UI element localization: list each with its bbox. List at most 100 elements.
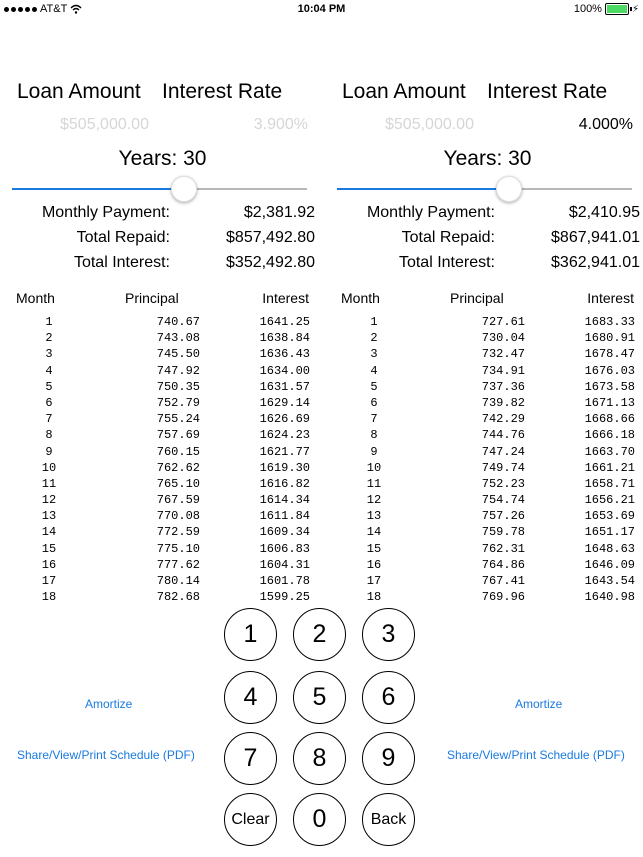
row-month: 18 (366, 590, 382, 600)
row-month: 3 (370, 347, 378, 362)
key-5-button[interactable]: 5 (293, 671, 346, 724)
table-row: 2 743.08 1638.84 (10, 330, 315, 346)
row-principal: 747.24 (481, 444, 525, 459)
table-row: 18 769.96 1640.98 (335, 589, 640, 600)
row-principal: 780.14 (156, 574, 200, 588)
left-years-slider[interactable] (12, 176, 307, 202)
table-row: 6 752.79 1629.14 (10, 395, 315, 411)
table-row: 5 750.35 1631.57 (10, 379, 315, 395)
right-years-label: Years: 30 (443, 147, 532, 170)
row-principal: 769.96 (481, 590, 525, 600)
row-interest: 1629.14 (259, 395, 310, 410)
row-month: 18 (41, 590, 57, 600)
row-principal: 772.59 (156, 525, 200, 540)
table-row: 7 742.29 1668.66 (335, 411, 640, 427)
table-row: 17 780.14 1601.78 (10, 573, 315, 589)
row-principal: 775.10 (156, 541, 200, 556)
right-years-slider[interactable] (337, 176, 632, 202)
back-button[interactable]: Back (362, 793, 415, 846)
table-row: 7 755.24 1626.69 (10, 411, 315, 427)
row-interest: 1631.57 (259, 379, 310, 394)
row-month: 16 (41, 557, 57, 572)
row-interest: 1621.77 (259, 444, 310, 459)
key-6-button[interactable]: 6 (362, 671, 415, 724)
row-principal: 752.23 (481, 476, 525, 491)
table-row: 14 772.59 1609.34 (10, 524, 315, 540)
table-row: 15 762.31 1648.63 (335, 541, 640, 557)
row-month: 5 (370, 379, 378, 394)
row-month: 7 (370, 412, 378, 427)
key-4-button[interactable]: 4 (224, 671, 277, 724)
right-table-header: Month Principal Interest (335, 290, 640, 308)
charging-icon: ⚡ (631, 3, 639, 15)
row-principal: 755.24 (156, 412, 200, 427)
table-row: 6 739.82 1671.13 (335, 395, 640, 411)
row-month: 6 (370, 395, 378, 410)
monthly-payment-row: Monthly Payment: $2,410.95 (335, 204, 640, 229)
left-slider-thumb[interactable] (171, 176, 198, 202)
key-3-button[interactable]: 3 (362, 608, 415, 661)
row-principal: 745.50 (156, 347, 200, 362)
table-row: 9 747.24 1663.70 (335, 444, 640, 460)
row-month: 17 (366, 574, 382, 588)
right-share-pdf-link[interactable]: Share/View/Print Schedule (PDF) (447, 748, 625, 762)
left-total-interest: $352,492.80 (226, 254, 315, 271)
row-interest: 1673.58 (584, 379, 635, 394)
right-slider-thumb[interactable] (496, 176, 523, 202)
key-1-button[interactable]: 1 (224, 608, 277, 661)
table-row: 10 762.62 1619.30 (10, 460, 315, 476)
row-principal: 727.61 (481, 315, 525, 329)
col-month-header: Month (341, 290, 380, 306)
wifi-icon (70, 4, 82, 14)
row-principal: 754.74 (481, 493, 525, 508)
clear-button[interactable]: Clear (224, 793, 277, 846)
row-interest: 1678.47 (584, 347, 635, 362)
left-loan-amount-field[interactable]: $505,000.00 (60, 116, 149, 133)
row-interest: 1624.23 (259, 428, 310, 443)
right-loan-amount-field[interactable]: $505,000.00 (385, 116, 474, 133)
row-interest: 1634.00 (259, 363, 310, 378)
row-interest: 1661.21 (584, 460, 635, 475)
status-left: AT&T (4, 3, 82, 15)
right-amortize-link[interactable]: Amortize (515, 697, 563, 711)
status-time: 10:04 PM (297, 3, 346, 15)
row-interest: 1663.70 (584, 444, 635, 459)
row-interest: 1609.34 (259, 525, 310, 540)
row-interest: 1680.91 (584, 331, 635, 346)
col-interest-header: Interest (262, 290, 309, 306)
row-month: 1 (370, 315, 378, 329)
row-month: 3 (45, 347, 53, 362)
left-amortization-table[interactable]: 1 740.67 1641.25 2 743.08 1638.84 3 745.50 1636.… (10, 314, 315, 600)
left-amortize-link[interactable]: Amortize (85, 697, 133, 711)
right-interest-rate-field[interactable]: 4.000% (578, 116, 633, 133)
row-principal: 749.74 (481, 460, 525, 475)
key-8-button[interactable]: 8 (293, 732, 346, 785)
row-month: 11 (366, 476, 382, 491)
key-0-button[interactable]: 0 (293, 793, 346, 846)
interest-rate-label: Interest Rate (487, 80, 608, 103)
row-interest: 1604.31 (259, 557, 310, 572)
row-interest: 1646.09 (584, 557, 635, 572)
key-2-button[interactable]: 2 (293, 608, 346, 661)
row-principal: 757.26 (481, 509, 525, 524)
key-7-button[interactable]: 7 (224, 732, 277, 785)
loan-amount-label: Loan Amount (342, 80, 466, 103)
key-9-button[interactable]: 9 (362, 732, 415, 785)
row-principal: 782.68 (156, 590, 200, 600)
row-month: 12 (41, 493, 57, 508)
total-repaid-row: Total Repaid: $867,941.01 (335, 229, 640, 254)
row-principal: 759.78 (481, 525, 525, 540)
left-slider-fill (12, 188, 184, 190)
row-month: 1 (45, 315, 53, 329)
row-month: 4 (45, 363, 53, 378)
row-principal: 765.10 (156, 476, 200, 491)
table-row: 14 759.78 1651.17 (335, 524, 640, 540)
row-month: 15 (41, 541, 57, 556)
total-repaid-label: Total Repaid: (76, 229, 170, 246)
left-interest-rate-field[interactable]: 3.900% (253, 116, 308, 133)
right-amortization-table[interactable]: 1 727.61 1683.33 2 730.04 1680.91 3 732.47 1678.… (335, 314, 640, 600)
table-row: 5 737.36 1673.58 (335, 379, 640, 395)
left-summary: Monthly Payment: $2,381.92 Total Repaid:… (10, 204, 315, 279)
row-month: 6 (45, 395, 53, 410)
left-share-pdf-link[interactable]: Share/View/Print Schedule (PDF) (17, 748, 195, 762)
